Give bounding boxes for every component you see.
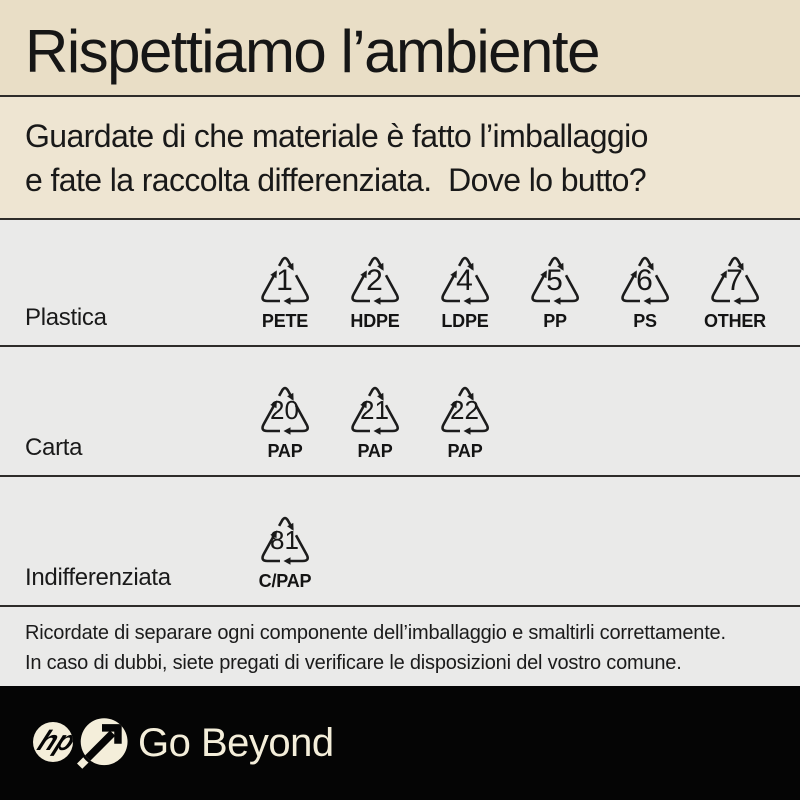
recycling-triangle-icon: 81 [261,516,310,567]
subtitle-line-1: Guardate di che materiale è fatto l’imba… [25,118,648,154]
symbol-number: 4 [456,264,473,297]
recycling-symbol-pete: 1 PETE [252,250,318,332]
recycling-triangle-icon: 7 [711,256,760,307]
go-beyond-arrow-icon [77,717,128,769]
recycling-triangle-icon: 4 [441,256,490,307]
recycling-triangle-icon: 2 [351,256,400,307]
recycling-triangle-icon: 21 [351,386,400,437]
symbols-plastica: 1 PETE 2 HDPE 4 LDPE [252,250,768,332]
note-line-1: Ricordate di separare ogni componente de… [25,622,726,644]
symbol-number: 6 [636,264,653,297]
brand-footer: hp Go Beyond [0,686,800,800]
row-label-plastica: Plastica [25,304,107,331]
symbol-code: PETE [261,311,309,331]
symbol-number: 2 [366,264,383,297]
symbols-carta: 20 PAP 21 PAP 22 PAP [252,380,498,462]
symbol-code: PAP [357,441,393,461]
tagline: Go Beyond [138,720,334,765]
recycling-symbol-pap-22: 22 PAP [432,380,498,462]
symbol-code: C/PAP [258,571,312,591]
recycling-symbol-pap-21: 21 PAP [342,380,408,462]
recycling-symbol-ldpe: 4 LDPE [432,250,498,332]
material-row-plastica: Plastica 1 PETE 2 HDPE 4 [0,220,800,347]
symbol-number: 20 [270,395,299,425]
hp-logo: hp [33,722,73,762]
symbol-number: 81 [270,525,299,555]
recycling-symbol-ps: 6 PS [612,250,678,332]
row-label-carta: Carta [25,434,83,461]
symbol-code: OTHER [703,311,766,331]
recycling-triangle-icon: 1 [261,256,310,307]
material-row-carta: Carta 20 PAP 21 PAP 22 [0,347,800,477]
note-section: Ricordate di separare ogni componente de… [0,607,800,686]
recycling-triangle-icon: 22 [441,386,490,437]
symbols-indifferenziata: 81 C/PAP [252,510,318,592]
symbol-code: PP [543,311,567,331]
recycling-triangle-icon: 5 [531,256,580,307]
recycling-triangle-icon: 20 [261,386,310,437]
recycling-symbol-hdpe: 2 HDPE [342,250,408,332]
symbol-number: 5 [546,264,563,297]
note-line-2: In caso di dubbi, siete pregati di verif… [25,652,682,674]
symbol-number: 1 [276,264,293,297]
symbol-number: 21 [360,395,389,425]
symbol-code: PAP [267,441,303,461]
title-section: Rispettiamo l’ambiente [0,0,800,97]
row-label-indifferenziata: Indifferenziata [25,564,171,591]
symbol-code: PS [633,311,657,331]
symbol-number: 7 [726,264,743,297]
subtitle-section: Guardate di che materiale è fatto l’imba… [0,97,800,220]
recycling-symbol-other: 7 OTHER [702,250,768,332]
symbol-code: LDPE [441,311,489,331]
symbol-code: PAP [447,441,483,461]
recycling-symbol-pp: 5 PP [522,250,588,332]
subtitle-line-2: e fate la raccolta differenziata. Dove l… [25,162,647,198]
recycling-triangle-icon: 6 [621,256,670,307]
material-row-indifferenziata: Indifferenziata 81 C/PAP [0,477,800,607]
recycling-symbol-pap-20: 20 PAP [252,380,318,462]
symbol-code: HDPE [350,311,400,331]
recycling-symbol-cpap: 81 C/PAP [252,510,318,592]
symbol-number: 22 [450,395,479,425]
page-title: Rispettiamo l’ambiente [25,18,600,85]
